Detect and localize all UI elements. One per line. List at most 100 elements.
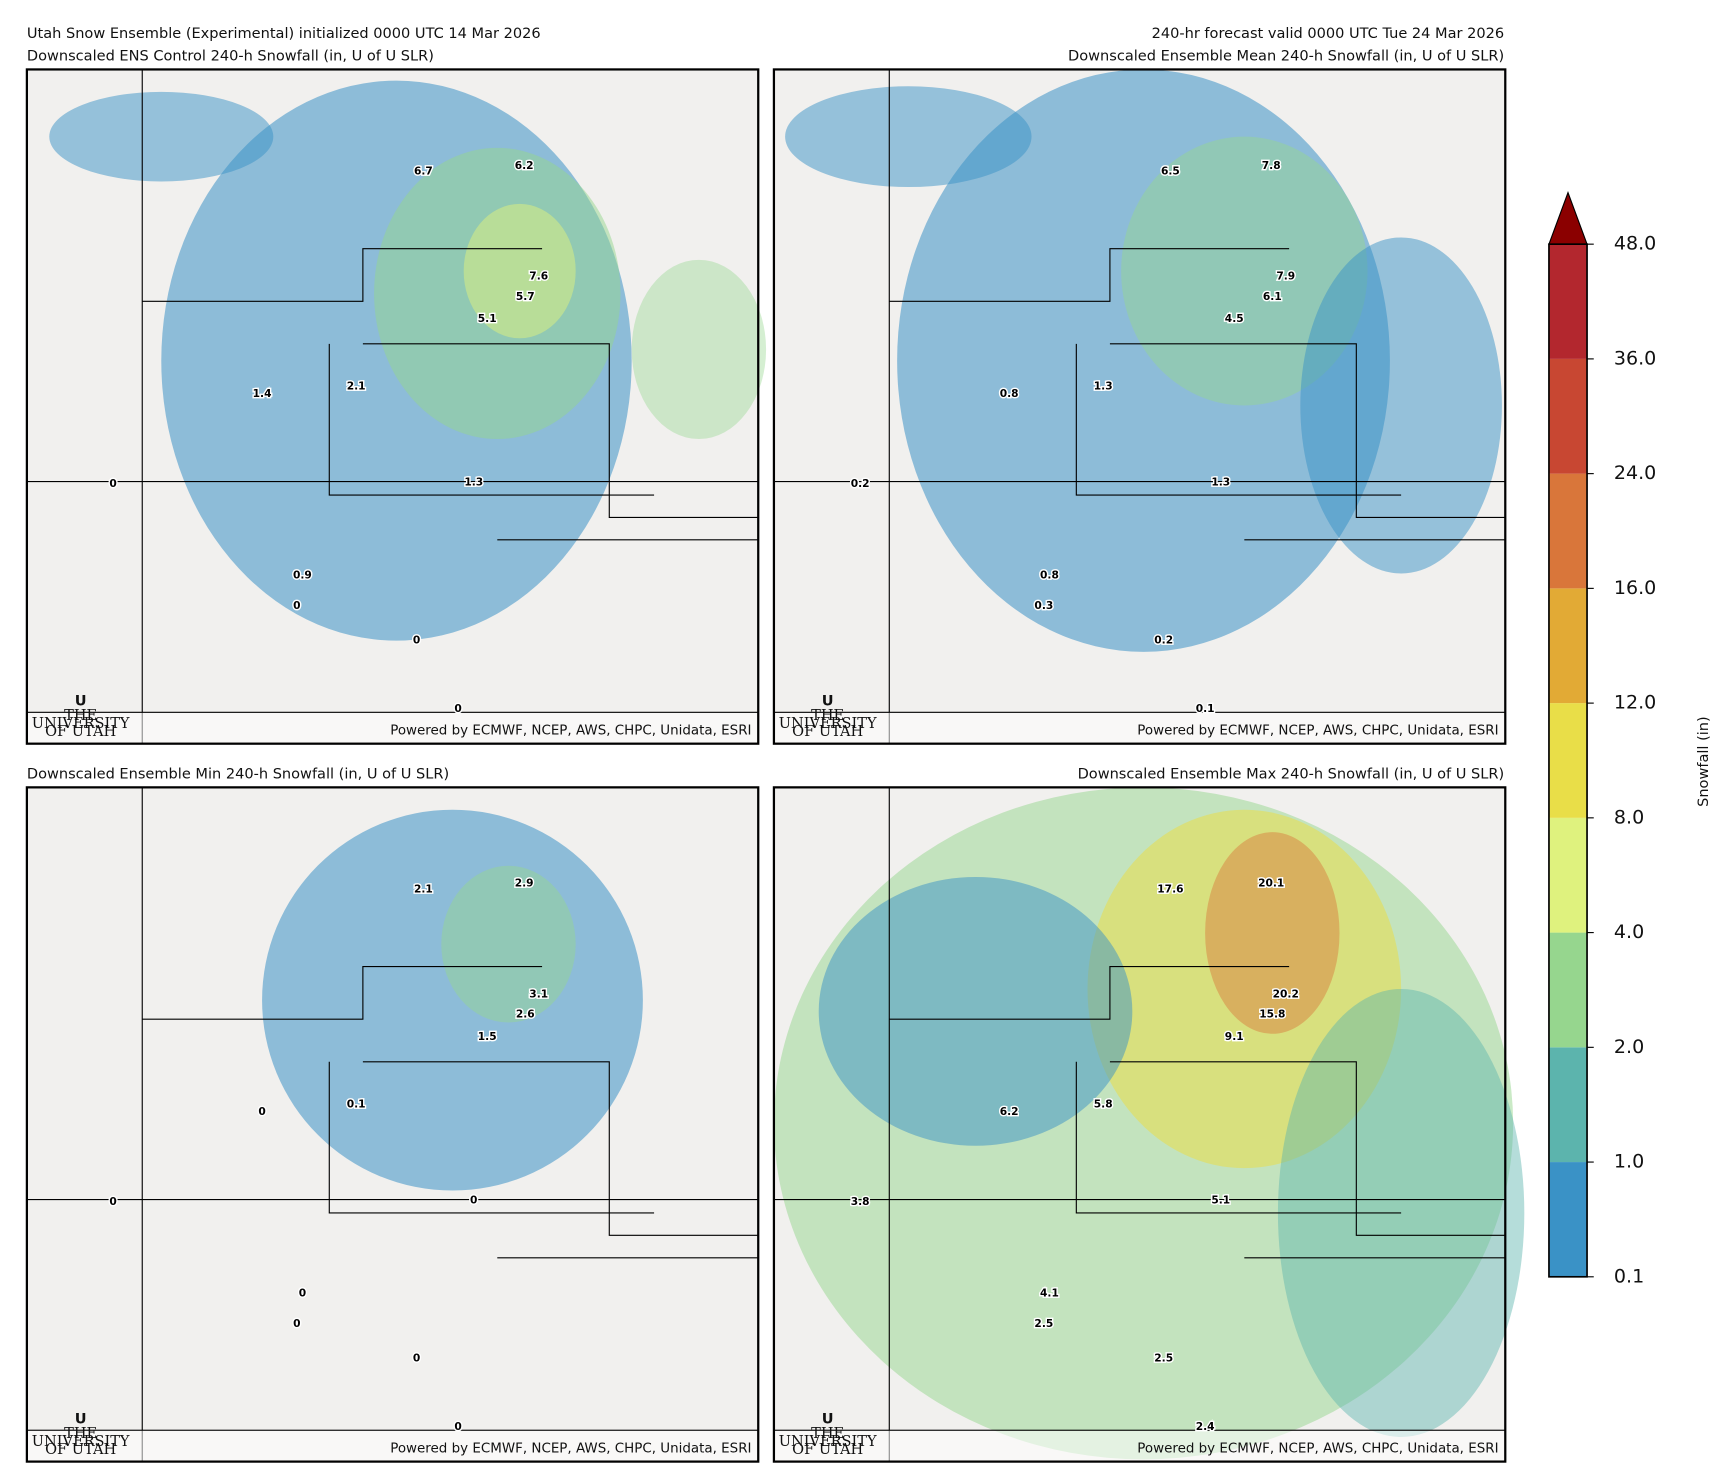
colorbar-tick-label: 2.0	[1614, 1036, 1644, 1058]
point-label: 15.8	[1259, 1008, 1285, 1021]
point-label: 4.1	[1040, 1287, 1059, 1300]
panel-frame	[25, 786, 760, 1463]
colorbar-label: Snowfall (in)	[1695, 716, 1712, 807]
logo-letter: U	[822, 1411, 834, 1428]
point-label: 0	[454, 702, 461, 715]
point-label: 1.3	[1094, 379, 1113, 392]
map-panel: Powered by ECMWF, NCEP, AWS, CHPC, Unida…	[25, 68, 767, 745]
point-label: 20.1	[1258, 877, 1284, 890]
point-label: 6.2	[515, 159, 534, 172]
point-label: 2.6	[516, 1008, 535, 1021]
logo-text: THE	[64, 707, 97, 724]
logo-letter: U	[822, 693, 834, 710]
point-label: 4.5	[1225, 312, 1244, 325]
credit: Powered by ECMWF, NCEP, AWS, CHPC, Unida…	[390, 1442, 751, 1457]
colorbar-segment	[1548, 932, 1588, 1048]
point-label: 1.3	[1211, 476, 1230, 489]
point-label: 0	[109, 477, 116, 490]
point-label: 20.2	[1273, 988, 1299, 1001]
point-label: 2.1	[347, 379, 366, 392]
logo-text: OF UTAH	[792, 1441, 863, 1458]
point-label: 6.1	[1263, 290, 1282, 303]
colorbar-segment	[1548, 588, 1588, 704]
snow-shading	[1121, 136, 1368, 406]
title-right: 240-hr forecast valid 0000 UTC Tue 24 Ma…	[1152, 25, 1505, 42]
point-label: 0	[413, 1352, 420, 1365]
point-label: 2.5	[1034, 1317, 1053, 1330]
point-label: 0	[109, 1195, 116, 1208]
snow-shading	[1300, 237, 1502, 574]
colorbar-extend	[1548, 191, 1588, 245]
logo-text: OF UTAH	[45, 723, 116, 740]
logo-text: OF UTAH	[45, 1441, 116, 1458]
colorbar-tick-label: 48.0	[1614, 233, 1656, 255]
colorbar-segment	[1548, 358, 1588, 474]
point-label: 0	[258, 1105, 265, 1118]
point-label: 3.8	[851, 1195, 870, 1208]
colorbar-segment	[1548, 1162, 1588, 1277]
credit: Powered by ECMWF, NCEP, AWS, CHPC, Unida…	[1137, 724, 1498, 739]
point-label: 17.6	[1157, 882, 1183, 895]
point-label: 0.8	[1040, 569, 1059, 582]
point-label: 3.1	[529, 988, 548, 1001]
colorbar-tick-label: 1.0	[1614, 1151, 1644, 1173]
colorbar-tick-label: 12.0	[1614, 692, 1656, 714]
logo-text: UNIVERSITY	[32, 715, 130, 732]
logo-text: OF UTAH	[792, 723, 863, 740]
point-label: 5.7	[516, 290, 535, 303]
attribution-bar	[773, 711, 1506, 745]
point-label: 6.7	[414, 164, 433, 177]
point-label: 2.5	[1154, 1352, 1173, 1365]
logo-text: THE	[64, 1425, 97, 1442]
title-left: Utah Snow Ensemble (Experimental) initia…	[27, 25, 541, 42]
map-panel: Powered by ECMWF, NCEP, AWS, CHPC, Unida…	[772, 68, 1507, 745]
point-label: 2.4	[1196, 1420, 1215, 1433]
logo-letter: U	[75, 693, 87, 710]
point-label: 0	[293, 1317, 300, 1330]
state-boundary	[773, 787, 1506, 1462]
colorbar-segment	[1548, 703, 1588, 818]
point-label: 0	[454, 1420, 461, 1433]
point-label: 1.4	[253, 387, 272, 400]
point-label: 0.8	[1000, 387, 1019, 400]
point-label: 2.9	[515, 877, 534, 890]
logo-text: UNIVERSITY	[779, 715, 877, 732]
logo-text: THE	[811, 1425, 844, 1442]
panel-frame	[25, 68, 760, 745]
credit: Powered by ECMWF, NCEP, AWS, CHPC, Unida…	[1137, 1442, 1498, 1457]
point-label: 6.5	[1161, 164, 1180, 177]
logo-letter: U	[75, 1411, 87, 1428]
snow-shading	[785, 86, 1032, 188]
point-label: 6.2	[1000, 1105, 1019, 1118]
panel-title: Downscaled ENS Control 240-h Snowfall (i…	[27, 47, 434, 64]
point-label: 5.8	[1094, 1097, 1113, 1110]
point-label: 7.8	[1262, 159, 1281, 172]
point-label: 0.2	[851, 477, 870, 490]
logo-text: UNIVERSITY	[779, 1433, 877, 1450]
point-label: 0	[299, 1287, 306, 1300]
point-label: 9.1	[1225, 1030, 1244, 1043]
map-panel: Powered by ECMWF, NCEP, AWS, CHPC, Unida…	[25, 786, 760, 1463]
point-label: 0.9	[293, 569, 312, 582]
point-label: 1.3	[464, 476, 483, 489]
point-label: 7.6	[529, 270, 548, 283]
panel-title: Downscaled Ensemble Min 240-h Snowfall (…	[27, 765, 449, 782]
point-label: 0	[293, 599, 300, 612]
snow-shading	[818, 876, 1133, 1146]
credit: Powered by ECMWF, NCEP, AWS, CHPC, Unida…	[390, 724, 751, 739]
colorbar-segment	[1548, 1047, 1588, 1163]
point-label: 0	[470, 1194, 477, 1207]
colorbar-segment	[1548, 244, 1588, 359]
snow-shading	[262, 809, 643, 1191]
point-label: 1.5	[478, 1030, 497, 1043]
snow-shading	[49, 91, 274, 182]
panel-title: Downscaled Ensemble Max 240-h Snowfall (…	[1078, 765, 1505, 782]
state-boundary	[26, 69, 759, 744]
colorbar-segment	[1548, 473, 1588, 589]
point-label: 0.2	[1154, 634, 1173, 647]
point-label: 0.3	[1034, 599, 1053, 612]
panel-title: Downscaled Ensemble Mean 240-h Snowfall …	[1068, 47, 1504, 64]
logo-text: UNIVERSITY	[32, 1433, 130, 1450]
colorbar-tick-label: 8.0	[1614, 806, 1644, 828]
